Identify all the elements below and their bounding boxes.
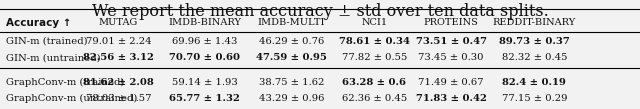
Text: 73.45 ± 0.30: 73.45 ± 0.30	[419, 53, 484, 62]
Text: 77.82 ± 0.55: 77.82 ± 0.55	[342, 53, 407, 62]
Text: 77.15 ± 0.29: 77.15 ± 0.29	[502, 94, 567, 103]
Text: 69.96 ± 1.43: 69.96 ± 1.43	[172, 37, 237, 46]
Text: 82.32 ± 0.45: 82.32 ± 0.45	[502, 53, 567, 62]
Text: MUTAG: MUTAG	[99, 18, 138, 27]
Text: 63.28 ± 0.6: 63.28 ± 0.6	[342, 78, 406, 87]
Text: IMDB-BINARY: IMDB-BINARY	[168, 18, 241, 27]
Text: IMDB-MULTI: IMDB-MULTI	[257, 18, 325, 27]
Text: 46.29 ± 0.76: 46.29 ± 0.76	[259, 37, 324, 46]
Text: GIN-m (trained): GIN-m (trained)	[6, 37, 88, 46]
Text: 62.36 ± 0.45: 62.36 ± 0.45	[342, 94, 407, 103]
Text: NCI1: NCI1	[362, 18, 387, 27]
Text: 79.01 ± 2.24: 79.01 ± 2.24	[86, 37, 151, 46]
Text: Accuracy ↑: Accuracy ↑	[6, 18, 72, 28]
Text: GraphConv-m (trained): GraphConv-m (trained)	[6, 78, 125, 87]
Text: 89.73 ± 0.37: 89.73 ± 0.37	[499, 37, 570, 46]
Text: 73.51 ± 0.47: 73.51 ± 0.47	[416, 37, 486, 46]
Text: 71.83 ± 0.42: 71.83 ± 0.42	[416, 94, 486, 103]
Text: We report the mean accuracy ± std over ten data splits.: We report the mean accuracy ± std over t…	[92, 3, 548, 20]
Text: PROTEINS: PROTEINS	[424, 18, 479, 27]
Text: 82.4 ± 0.19: 82.4 ± 0.19	[502, 78, 566, 87]
Text: 70.70 ± 0.60: 70.70 ± 0.60	[170, 53, 240, 62]
Text: REDDIT-BINARY: REDDIT-BINARY	[493, 18, 576, 27]
Text: GraphConv-m (untrained): GraphConv-m (untrained)	[6, 94, 138, 103]
Text: 82.56 ± 3.12: 82.56 ± 3.12	[83, 53, 154, 62]
Text: GIN-m (untrained): GIN-m (untrained)	[6, 53, 101, 62]
Text: 47.59 ± 0.95: 47.59 ± 0.95	[256, 53, 326, 62]
Text: 78.03 ± 1.57: 78.03 ± 1.57	[86, 94, 151, 103]
Text: 81.62 ± 2.08: 81.62 ± 2.08	[83, 78, 154, 87]
Text: 38.75 ± 1.62: 38.75 ± 1.62	[259, 78, 324, 87]
Text: 43.29 ± 0.96: 43.29 ± 0.96	[259, 94, 324, 103]
Text: 78.61 ± 0.34: 78.61 ± 0.34	[339, 37, 410, 46]
Text: 71.49 ± 0.67: 71.49 ± 0.67	[419, 78, 484, 87]
Text: 65.77 ± 1.32: 65.77 ± 1.32	[170, 94, 240, 103]
Text: 59.14 ± 1.93: 59.14 ± 1.93	[172, 78, 237, 87]
